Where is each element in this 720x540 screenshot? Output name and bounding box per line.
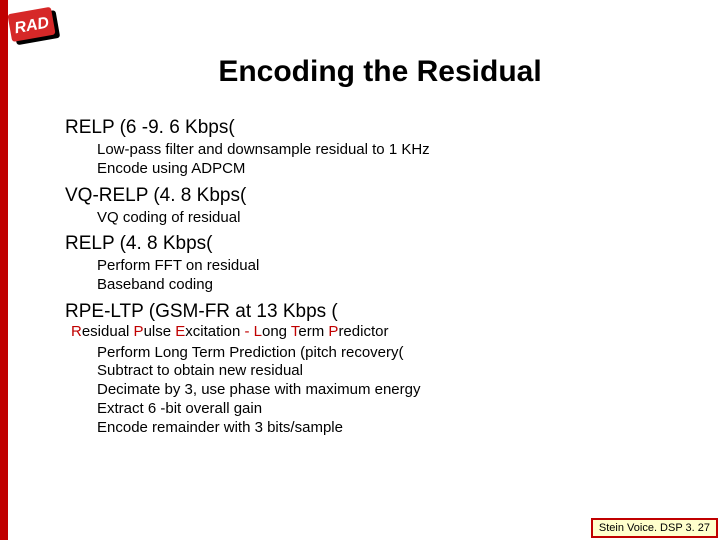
detail-line: Extract 6 -bit overall gain: [97, 400, 695, 419]
brand-logo: RAD: [6, 6, 62, 48]
detail-line: Decimate by 3, use phase with maximum en…: [97, 381, 695, 400]
section-head: RELP (6 -9. 6 Kbps(: [65, 117, 695, 139]
section-relp-6-9-6: RELP (6 -9. 6 Kbps( Low-pass filter and …: [65, 117, 695, 179]
detail-line: Perform FFT on residual: [97, 257, 695, 276]
detail-line: Encode remainder with 3 bits/sample: [97, 419, 695, 438]
section-head: VQ-RELP (4. 8 Kbps(: [65, 185, 695, 207]
section-details: Low-pass filter and downsample residual …: [97, 141, 695, 179]
section-vq-relp: VQ-RELP (4. 8 Kbps( VQ coding of residua…: [65, 185, 695, 228]
section-rpe-ltp: RPE-LTP (GSM-FR at 13 Kbps ( Residual Pu…: [65, 301, 695, 438]
detail-line: Encode using ADPCM: [97, 160, 695, 179]
section-relp-4-8: RELP (4. 8 Kbps( Perform FFT on residual…: [65, 233, 695, 295]
detail-line: VQ coding of residual: [97, 209, 695, 228]
section-details: VQ coding of residual: [97, 209, 695, 228]
slide-content: Encoding the Residual RELP (6 -9. 6 Kbps…: [65, 55, 695, 443]
acronym-expansion: Residual Pulse Excitation - Long Term Pr…: [71, 323, 695, 342]
detail-line: Low-pass filter and downsample residual …: [97, 141, 695, 160]
section-head: RELP (4. 8 Kbps(: [65, 233, 695, 255]
detail-line: Subtract to obtain new residual: [97, 362, 695, 381]
section-details: Perform Long Term Prediction (pitch reco…: [97, 344, 695, 438]
slide-footer: Stein Voice. DSP 3. 27: [591, 518, 718, 538]
slide-title: Encoding the Residual: [65, 55, 695, 89]
detail-line: Perform Long Term Prediction (pitch reco…: [97, 344, 695, 363]
detail-line: Baseband coding: [97, 276, 695, 295]
section-head: RPE-LTP (GSM-FR at 13 Kbps (: [65, 301, 695, 323]
section-details: Perform FFT on residual Baseband coding: [97, 257, 695, 295]
left-stripe: [0, 0, 8, 540]
